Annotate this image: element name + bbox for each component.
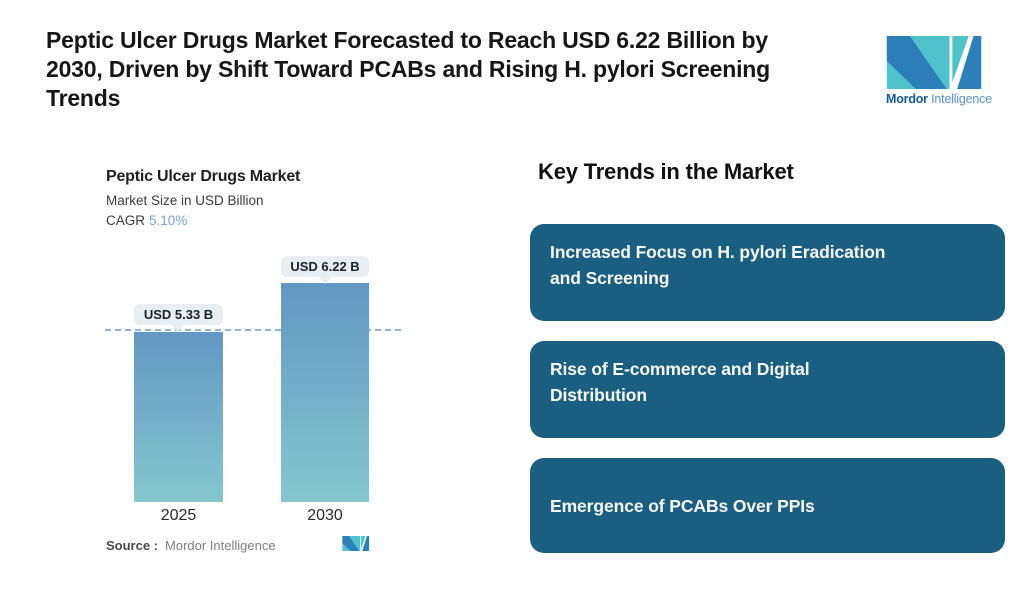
source-value: Mordor Intelligence bbox=[165, 538, 276, 553]
source-label: Source : bbox=[106, 538, 159, 553]
x-axis-label-2025: 2025 bbox=[160, 507, 197, 524]
trend-label: Rise of E-commerce and Digital Distribut… bbox=[550, 359, 810, 405]
cagr-label: CAGR bbox=[106, 213, 146, 228]
cagr-value: 5.10% bbox=[149, 213, 188, 228]
logo-wordmark: Mordor Intelligence bbox=[886, 92, 992, 106]
trend-card-pcabs: Emergence of PCABs Over PPIs bbox=[530, 458, 1005, 553]
trend-card-hpylori: Increased Focus on H. pylori Eradication… bbox=[530, 224, 1005, 321]
mini-mordor-logo-icon bbox=[342, 536, 370, 551]
bar-2030 bbox=[281, 283, 369, 502]
chart-title: Peptic Ulcer Drugs Market bbox=[106, 168, 301, 185]
chart-subtitle: Market Size in USD Billion bbox=[106, 193, 264, 208]
chart-cagr: CAGR 5.10% bbox=[106, 213, 187, 228]
bar-2025 bbox=[134, 332, 223, 502]
logo-brand-light: Intelligence bbox=[931, 92, 992, 106]
x-axis-label-2030: 2030 bbox=[307, 507, 343, 524]
key-trends-heading: Key Trends in the Market bbox=[538, 159, 794, 184]
mordor-logo-icon bbox=[886, 36, 982, 89]
page-title: Peptic Ulcer Drugs Market Forecasted to … bbox=[46, 27, 771, 111]
trend-label: Increased Focus on H. pylori Eradication… bbox=[550, 242, 886, 288]
trend-label: Emergence of PCABs Over PPIs bbox=[550, 495, 815, 516]
value-callout-2030: USD 6.22 B bbox=[281, 256, 369, 277]
trend-card-ecommerce: Rise of E-commerce and Digital Distribut… bbox=[530, 341, 1005, 438]
callout-pointer-2025 bbox=[172, 325, 184, 332]
dashed-reference-line bbox=[105, 329, 401, 331]
source-row: Source : Mordor Intelligence bbox=[106, 538, 276, 553]
logo-brand-bold: Mordor bbox=[886, 92, 928, 106]
value-callout-2025: USD 5.33 B bbox=[134, 304, 223, 325]
callout-pointer-2030 bbox=[319, 277, 331, 284]
mordor-intelligence-logo: Mordor Intelligence bbox=[886, 36, 992, 106]
